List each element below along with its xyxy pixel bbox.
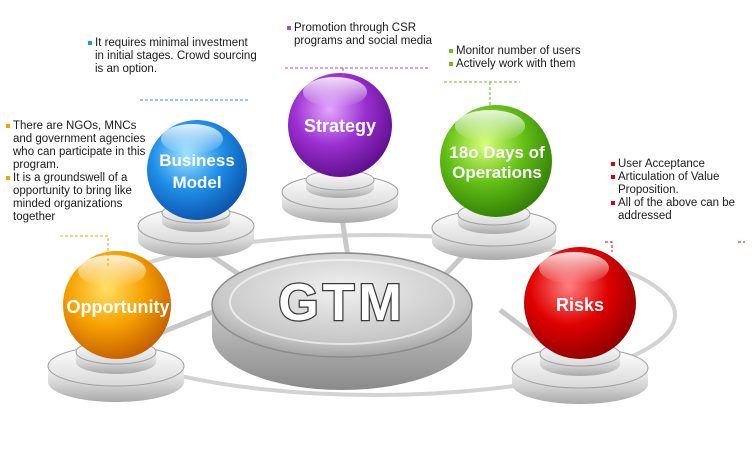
sphere-strategy[interactable]: Strategy <box>288 73 392 177</box>
note-item: It is a groundswell of a opportunity to … <box>6 172 146 224</box>
bullet-icon <box>88 41 92 45</box>
pedestals <box>47 169 649 404</box>
callout-risks: User Acceptance Articulation of Value Pr… <box>611 158 751 223</box>
bullet-icon <box>6 124 10 128</box>
operations-label-line-1: 18o Days of <box>449 143 545 162</box>
note-item: Articulation of Value Proposition. <box>611 171 751 197</box>
business-model-label-line-1: Business <box>159 151 235 170</box>
note-item: It requires minimal investment in initia… <box>88 37 258 76</box>
sphere-operations[interactable]: 18o Days of Operations <box>440 105 552 217</box>
note-item: All of the above can be addressed <box>611 197 751 223</box>
callout-operations: Monitor number of users Actively work wi… <box>449 45 609 71</box>
strategy-label: Strategy <box>304 116 376 136</box>
note-item: Actively work with them <box>449 58 609 71</box>
pedestal-risks <box>511 341 649 404</box>
bullet-icon <box>611 162 615 166</box>
business-model-label-line-2: Model <box>172 173 221 192</box>
callout-leaders <box>60 67 745 268</box>
note-item: There are NGOs, MNCs and government agen… <box>6 120 146 172</box>
pedestal-business-model <box>137 202 255 258</box>
note-item: User Acceptance <box>611 158 751 171</box>
opportunity-label: Opportunity <box>67 297 170 317</box>
note-item: Promotion through CSR programs and socia… <box>287 22 447 48</box>
risks-label: Risks <box>556 295 604 315</box>
sphere-opportunity[interactable]: Opportunity <box>63 251 171 359</box>
bullet-icon <box>449 62 453 66</box>
note-item: Monitor number of users <box>449 45 609 58</box>
operations-label-line-2: Operations <box>452 163 542 182</box>
bullet-icon <box>611 201 615 205</box>
bullet-icon <box>6 176 10 180</box>
center-platform: GTM <box>211 252 473 390</box>
callout-business-model: It requires minimal investment in initia… <box>88 37 258 76</box>
pedestal-strategy <box>281 169 399 223</box>
sphere-business-model[interactable]: Business Model <box>147 120 247 220</box>
callout-strategy: Promotion through CSR programs and socia… <box>287 22 447 48</box>
sphere-risks[interactable]: Risks <box>524 247 636 359</box>
bullet-icon <box>611 175 615 179</box>
callout-opportunity: There are NGOs, MNCs and government agen… <box>6 120 146 224</box>
bullet-icon <box>287 26 291 30</box>
center-label: GTM <box>278 274 406 332</box>
bullet-icon <box>449 49 453 53</box>
